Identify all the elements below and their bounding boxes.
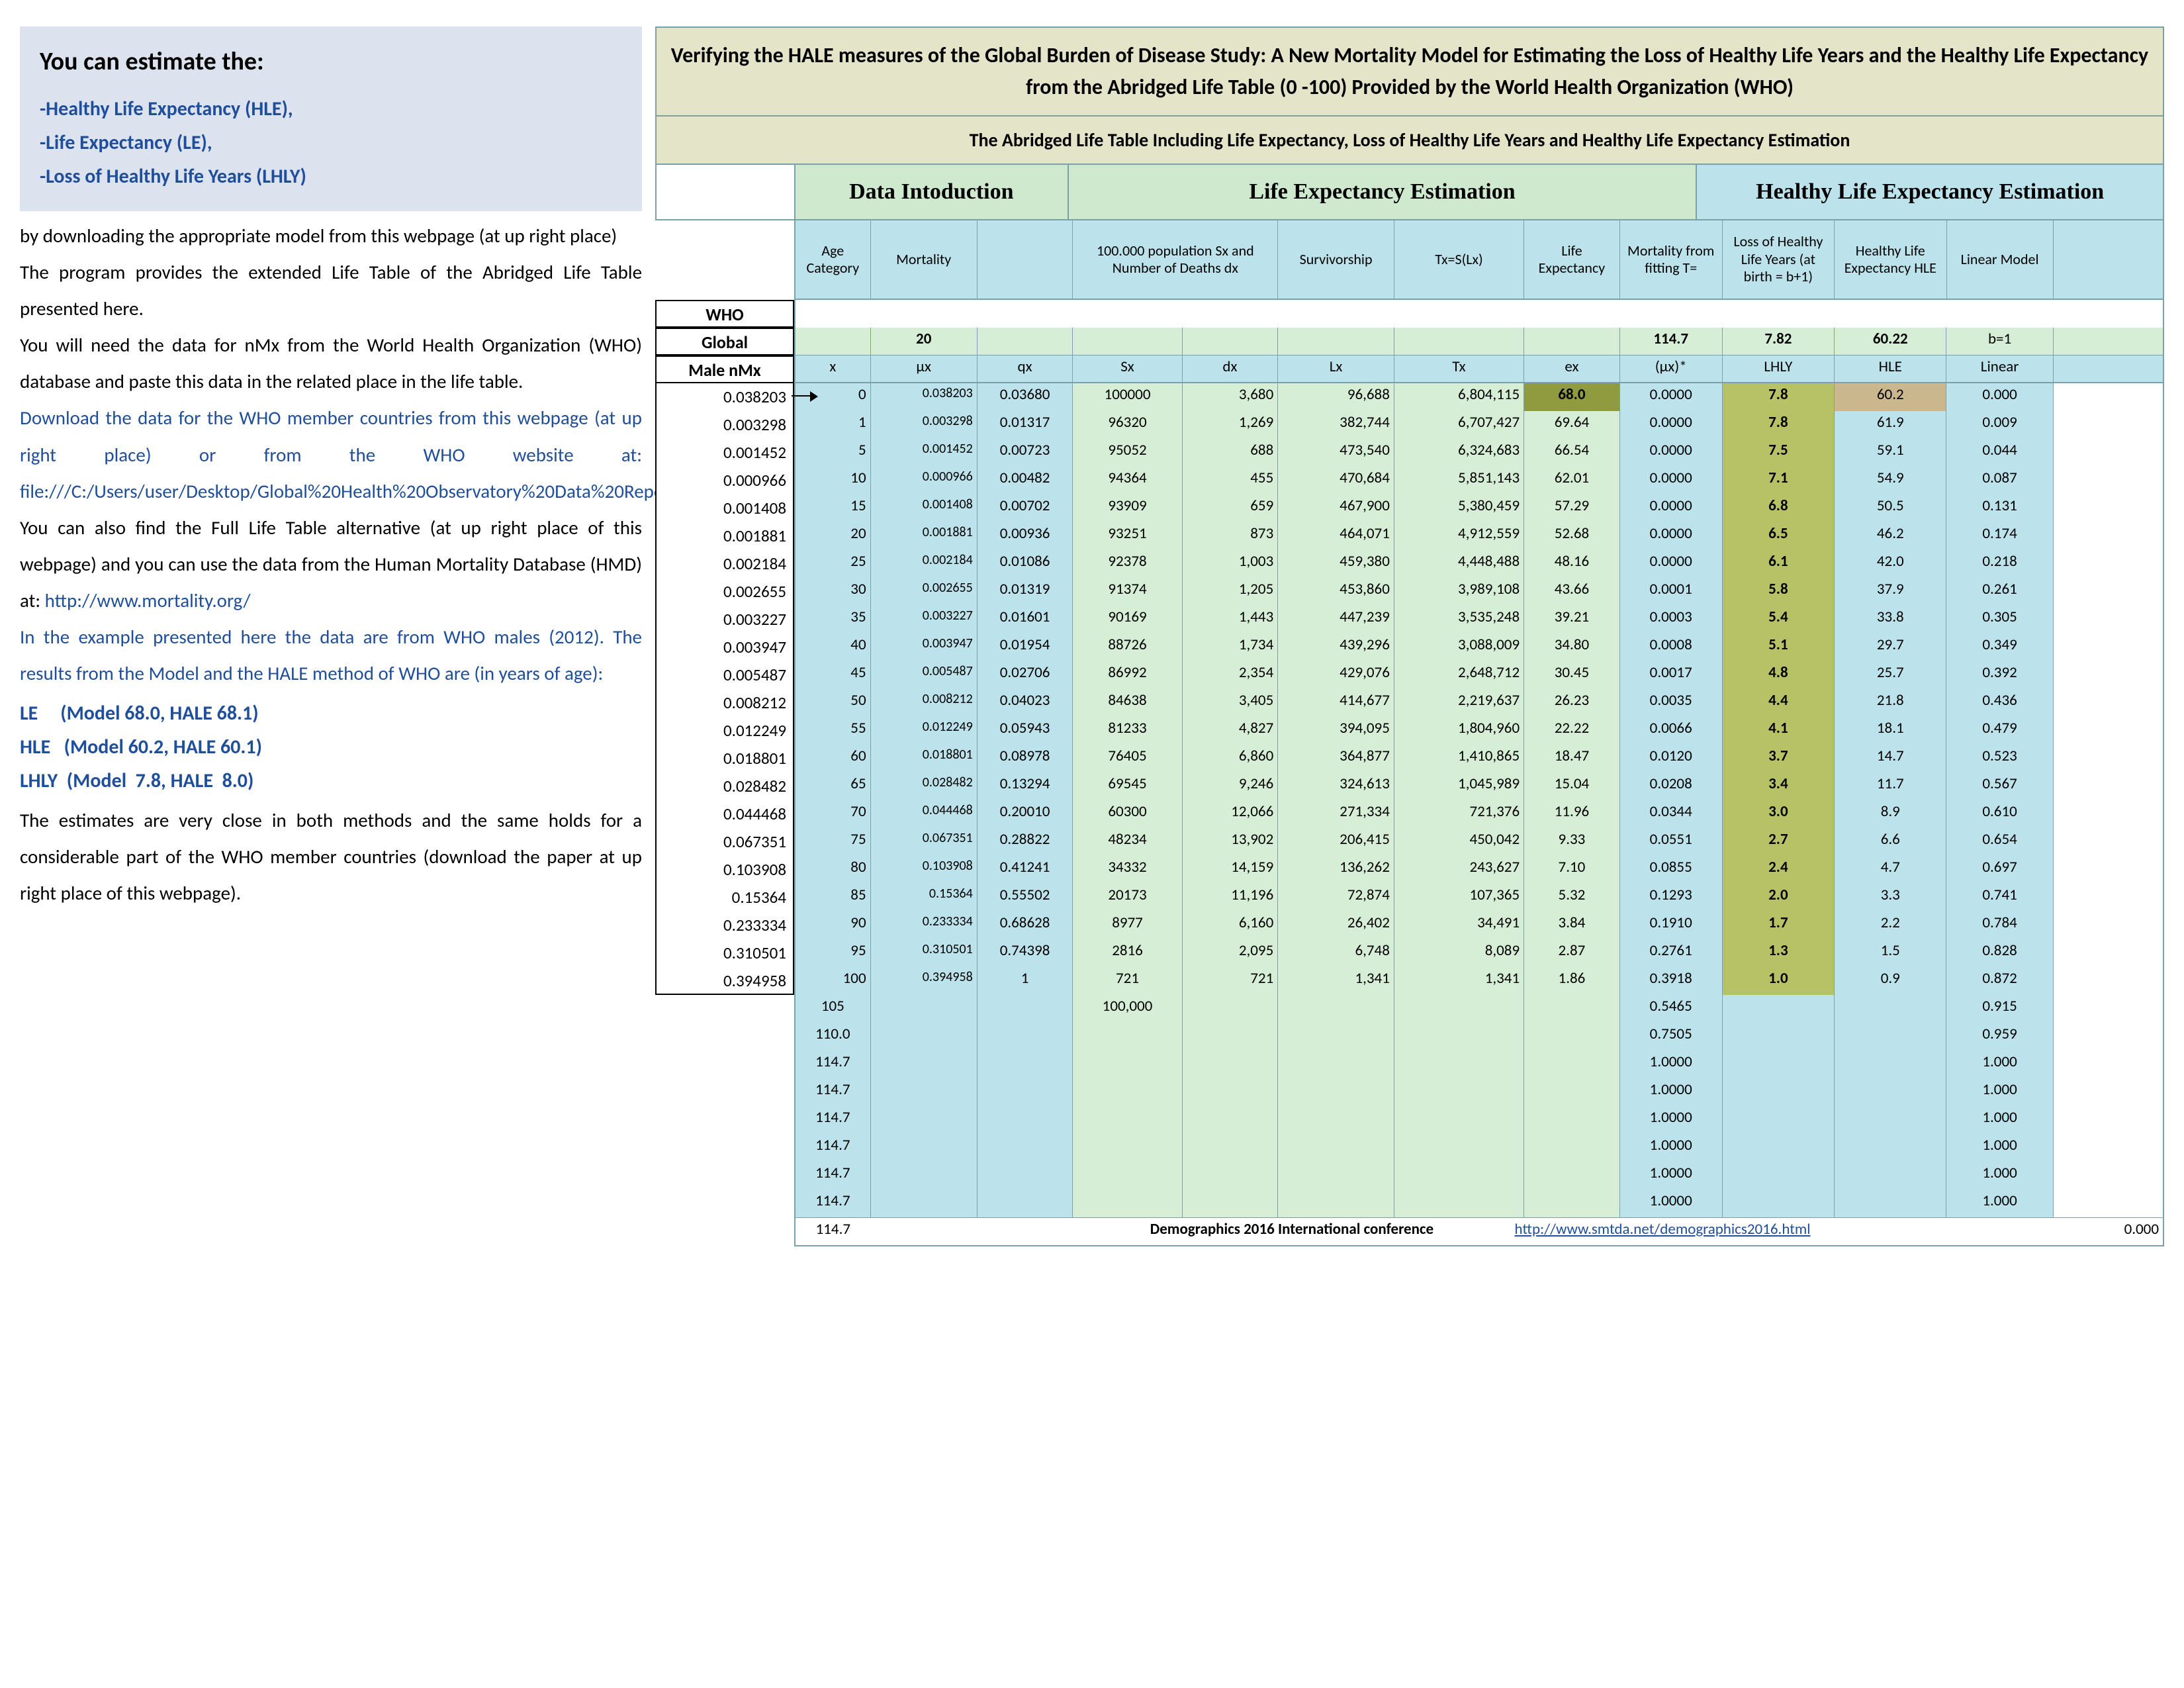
table-row: 114.71.00001.000 xyxy=(796,1051,2163,1078)
table-row: 250.0021840.01086923781,003459,3804,448,… xyxy=(796,550,2163,578)
summary-le: LE (Model 68.0, HALE 68.1) xyxy=(20,701,642,726)
summary-lhly: LHLY (Model 7.8, HALE 8.0) xyxy=(20,769,642,793)
nmx-value: 0.003298 xyxy=(655,411,794,439)
table-row: 114.71.00001.000 xyxy=(796,1190,2163,1217)
table-row: 650.0284820.13294695459,246324,6131,045,… xyxy=(796,773,2163,800)
table-row: 400.0039470.01954887261,734439,2963,088,… xyxy=(796,633,2163,661)
table-row: 550.0122490.05943812334,827394,0951,804,… xyxy=(796,717,2163,745)
para-hmd: You can also find the Full Life Table al… xyxy=(20,510,642,619)
table-row: 800.1039080.412413433214,159136,262243,6… xyxy=(796,856,2163,884)
variable-row: x μx qx Sx dx Lx Tx ex (μx)* LHLY HLE Li… xyxy=(796,355,2163,383)
nmx-value: 0.008212 xyxy=(655,689,794,717)
nmx-value: 0.103908 xyxy=(655,856,794,884)
table-row: 10.0032980.01317963201,269382,7446,707,4… xyxy=(796,411,2163,439)
nmx-value: 0.310501 xyxy=(655,939,794,967)
nmx-value: 0.001408 xyxy=(655,494,794,522)
nmx-value: 0.003227 xyxy=(655,606,794,633)
table-row: 50.0014520.0072395052688473,5406,324,683… xyxy=(796,439,2163,467)
table-row: 500.0082120.04023846383,405414,6772,219,… xyxy=(796,689,2163,717)
col-txsx: Tx=S(Lx) xyxy=(1394,220,1524,299)
table-row: 700.0444680.200106030012,066271,334721,3… xyxy=(796,800,2163,828)
nmx-value: 0.001881 xyxy=(655,522,794,550)
table-row: 600.0188010.08978764056,860364,8771,410,… xyxy=(796,745,2163,773)
table-row: 850.153640.555022017311,19672,874107,365… xyxy=(796,884,2163,912)
nmx-value: 0.233334 xyxy=(655,912,794,939)
left-body: by downloading the appropriate model fro… xyxy=(20,218,642,912)
table-row: 1000.39495817217211,3411,3411.860.39181.… xyxy=(796,967,2163,995)
table-row: 300.0026550.01319913741,205453,8603,989,… xyxy=(796,578,2163,606)
col-surv: Survivorship xyxy=(1278,220,1394,299)
summary-row: 20 114.7 7.82 60.22 b=1 xyxy=(796,328,2163,355)
para-who-link: Download the data for the WHO member cou… xyxy=(20,400,642,509)
table-row: 114.71.00001.000 xyxy=(796,1162,2163,1190)
table-row: 150.0014080.0070293909659467,9005,380,45… xyxy=(796,494,2163,522)
nmx-value: 0.038203 xyxy=(655,383,794,411)
footer-row: 114.7 Demographics 2016 International co… xyxy=(796,1217,2163,1245)
nmx-head-who: WHO xyxy=(655,300,794,328)
col-lhly: Loss of Healthy Life Years (at birth = b… xyxy=(1723,220,1835,299)
para-program: The program provides the extended Life T… xyxy=(20,254,642,327)
nmx-head-male: Male nMx xyxy=(655,355,794,383)
col-mft: Mortality from fitting T= xyxy=(1620,220,1723,299)
nmx-value: 0.044468 xyxy=(655,800,794,828)
col-le: Life Expectancy xyxy=(1524,220,1620,299)
nmx-value: 0.018801 xyxy=(655,745,794,773)
right-panel: Verifying the HALE measures of the Globa… xyxy=(655,26,2164,1662)
summary-hle: HLE (Model 60.2, HALE 60.1) xyxy=(20,735,642,759)
life-table: Age Category Mortality 100.000 populatio… xyxy=(794,220,2164,1246)
table-row: 114.71.00001.000 xyxy=(796,1078,2163,1106)
table-row: 105100,0000.54650.915 xyxy=(796,995,2163,1023)
nmx-head-global: Global xyxy=(655,328,794,355)
conference-link[interactable]: http://www.smtda.net/demographics2016.ht… xyxy=(1511,1218,1948,1245)
col-hle: Healthy Life Expectancy HLE xyxy=(1835,220,1946,299)
nmx-value: 0.012249 xyxy=(655,717,794,745)
intro-heading: You can estimate the: xyxy=(40,46,622,77)
para-nmx: You will need the data for nMx from the … xyxy=(20,327,642,400)
nmx-value: 0.394958 xyxy=(655,967,794,995)
nmx-value: 0.005487 xyxy=(655,661,794,689)
table-row: 450.0054870.02706869922,354429,0762,648,… xyxy=(796,661,2163,689)
table-row: 900.2333340.6862889776,16026,40234,4913.… xyxy=(796,912,2163,939)
table-row: 350.0032270.01601901691,443447,2393,535,… xyxy=(796,606,2163,633)
section-life: Life Expectancy Estimation xyxy=(1069,165,1698,219)
nmx-value: 0.002184 xyxy=(655,550,794,578)
measure-hle: -Healthy Life Expectancy (HLE), xyxy=(40,97,622,121)
conference-label: Demographics 2016 International conferen… xyxy=(1073,1218,1510,1245)
nmx-column: WHO Global Male nMx 0.0382030.0032980.00… xyxy=(655,220,794,1246)
nmx-value: 0.001452 xyxy=(655,439,794,467)
table-row: 114.71.00001.000 xyxy=(796,1106,2163,1134)
table-row: 110.00.75050.959 xyxy=(796,1023,2163,1051)
para-conclusion: The estimates are very close in both met… xyxy=(20,802,642,912)
intro-box: You can estimate the: -Healthy Life Expe… xyxy=(20,26,642,211)
col-mort: Mortality xyxy=(871,220,978,299)
table-row: 114.71.00001.000 xyxy=(796,1134,2163,1162)
nmx-value: 0.002655 xyxy=(655,578,794,606)
table-row: 200.0018810.0093693251873464,0714,912,55… xyxy=(796,522,2163,550)
para-download: by downloading the appropriate model fro… xyxy=(20,218,642,254)
nmx-value: 0.067351 xyxy=(655,828,794,856)
section-headers: Data Intoduction Life Expectancy Estimat… xyxy=(655,165,2164,220)
nmx-value: 0.000966 xyxy=(655,467,794,494)
subtitle: The Abridged Life Table Including Life E… xyxy=(655,117,2164,165)
col-lin: Linear Model xyxy=(1947,220,2054,299)
para-example: In the example presented here the data a… xyxy=(20,619,642,692)
col-pop: 100.000 population Sx and Number of Deat… xyxy=(1073,220,1278,299)
section-data: Data Intoduction xyxy=(796,165,1069,219)
nmx-value: 0.003947 xyxy=(655,633,794,661)
section-hle: Healthy Life Expectancy Estimation xyxy=(1697,165,2163,219)
nmx-value: 0.028482 xyxy=(655,773,794,800)
table-row: 100.0009660.0048294364455470,6845,851,14… xyxy=(796,467,2163,494)
main-title: Verifying the HALE measures of the Globa… xyxy=(655,26,2164,117)
nmx-value: 0.15364 xyxy=(655,884,794,912)
table-row: 950.3105010.7439828162,0956,7488,0892.87… xyxy=(796,939,2163,967)
measure-lhly: -Loss of Healthy Life Years (LHLY) xyxy=(40,164,622,189)
left-panel: You can estimate the: -Healthy Life Expe… xyxy=(20,26,642,1662)
table-row: 750.0673510.288224823413,902206,415450,0… xyxy=(796,828,2163,856)
main-grid: WHO Global Male nMx 0.0382030.0032980.00… xyxy=(655,220,2164,1246)
column-headers: Age Category Mortality 100.000 populatio… xyxy=(796,220,2163,300)
measure-le: -Life Expectancy (LE), xyxy=(40,130,622,155)
table-row: 00.0382030.036801000003,68096,6886,804,1… xyxy=(796,383,2163,411)
col-age: Age Category xyxy=(796,220,871,299)
